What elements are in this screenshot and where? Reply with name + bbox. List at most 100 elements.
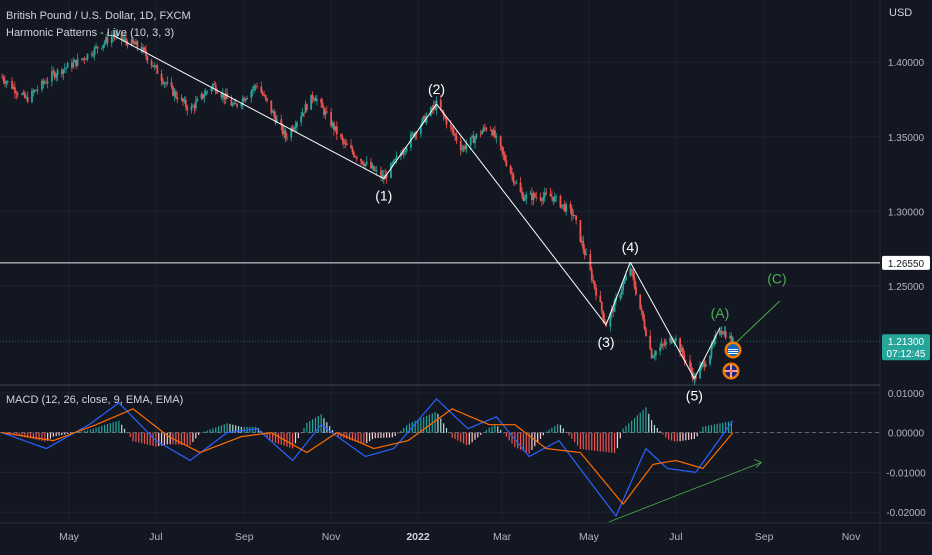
macd-histogram-bar: [314, 417, 317, 433]
macd-histogram-bar: [425, 415, 428, 433]
candle-body: [176, 97, 179, 100]
macd-histogram-bar: [374, 432, 376, 439]
candle-body: [364, 163, 367, 167]
candle-body: [186, 106, 189, 111]
candle-body: [244, 98, 247, 101]
us-flag-stripe: [728, 351, 738, 352]
macd-histogram-bar: [58, 432, 60, 436]
x-tick-label: Sep: [235, 531, 254, 543]
candle-body: [284, 130, 287, 138]
candle-body: [723, 331, 726, 335]
candle-body: [525, 194, 528, 199]
candle-body: [479, 133, 482, 135]
candle-body: [625, 275, 627, 281]
macd-histogram-bar: [303, 427, 305, 433]
candle-body: [341, 137, 344, 141]
macd-histogram-bar: [289, 432, 291, 448]
macd-histogram-bar: [443, 423, 445, 433]
candle-body: [115, 34, 117, 37]
candle-body: [472, 135, 475, 144]
macd-histogram-bar: [391, 432, 393, 438]
macd-histogram-bar: [346, 432, 348, 439]
candle-body: [563, 204, 566, 212]
candle-body: [454, 133, 456, 136]
candle-body: [211, 83, 214, 88]
divergence-line: [608, 462, 762, 523]
candle-body: [352, 152, 355, 157]
candle-body: [700, 364, 703, 367]
candle-body: [629, 269, 632, 276]
macd-histogram-bar: [92, 428, 94, 433]
macd-histogram-bar: [616, 432, 619, 449]
candle-body: [321, 102, 324, 108]
y-tick-label: 1.35000: [888, 133, 925, 144]
candle-body: [492, 130, 495, 136]
divergence-arrowhead: [754, 459, 763, 468]
candle-body: [509, 165, 512, 173]
macd-histogram-bar: [722, 422, 724, 433]
macd-histogram-bar: [397, 432, 399, 434]
candle-body: [106, 37, 109, 44]
candle-body: [286, 137, 288, 139]
candle-body: [330, 111, 333, 127]
candle-body: [345, 143, 348, 146]
candle-body: [613, 300, 616, 312]
macd-histogram-bar: [562, 428, 564, 433]
candle-body: [371, 165, 374, 169]
candle-body: [23, 92, 26, 98]
candle-body: [552, 196, 555, 202]
macd-histogram-bar: [66, 432, 69, 434]
macd-histogram-bar: [266, 432, 268, 438]
candle-body: [703, 362, 706, 367]
macd-histogram-bar: [146, 432, 148, 445]
candle-body: [194, 101, 197, 109]
macd-histogram-bar: [115, 421, 117, 433]
macd-histogram-bar: [488, 427, 490, 433]
x-tick-label: Sep: [755, 531, 774, 543]
candle-body: [123, 38, 126, 40]
candle-body: [462, 146, 465, 150]
macd-y-tick-label: -0.02000: [886, 508, 926, 519]
macd-histogram-bar: [388, 432, 391, 438]
macd-histogram-bar: [537, 432, 539, 443]
macd-histogram-bar: [542, 432, 544, 436]
candle-body: [354, 156, 357, 158]
macd-histogram-bar: [403, 428, 405, 433]
candle-body: [392, 159, 395, 164]
candle-body: [314, 98, 317, 102]
macd-histogram-bar: [203, 431, 205, 433]
candle-body: [482, 127, 485, 132]
macd-histogram-bar: [662, 432, 664, 435]
candle-body: [710, 345, 713, 356]
candle-body: [575, 216, 578, 221]
candle-body: [659, 347, 662, 352]
macd-histogram-bar: [502, 432, 505, 434]
candle-body: [1, 77, 3, 78]
macd-histogram-bar: [685, 432, 687, 441]
wave-label: (1): [375, 188, 392, 204]
candle-body: [419, 125, 422, 134]
candle-body: [491, 130, 493, 136]
macd-histogram-bar: [491, 426, 493, 433]
candle-body: [623, 280, 626, 284]
macd-histogram-bar: [155, 432, 157, 447]
macd-histogram-bar: [354, 432, 356, 442]
candle-body: [146, 56, 149, 62]
signal-line: [1, 408, 734, 506]
wave-line: [605, 261, 631, 325]
macd-histogram-bar: [195, 432, 197, 439]
candle-body: [230, 98, 233, 106]
candle-body: [6, 80, 9, 82]
candle-body: [654, 351, 657, 356]
candle-body: [253, 85, 256, 90]
candle-body: [231, 104, 234, 106]
candle-body: [75, 60, 78, 66]
candle-body: [521, 192, 523, 196]
macd-histogram-bar: [84, 430, 86, 433]
macd-histogram-bar: [608, 432, 610, 453]
macd-histogram-bar: [505, 432, 507, 437]
candle-body: [281, 124, 284, 135]
candle-body: [200, 93, 203, 99]
candle-body: [42, 80, 45, 84]
